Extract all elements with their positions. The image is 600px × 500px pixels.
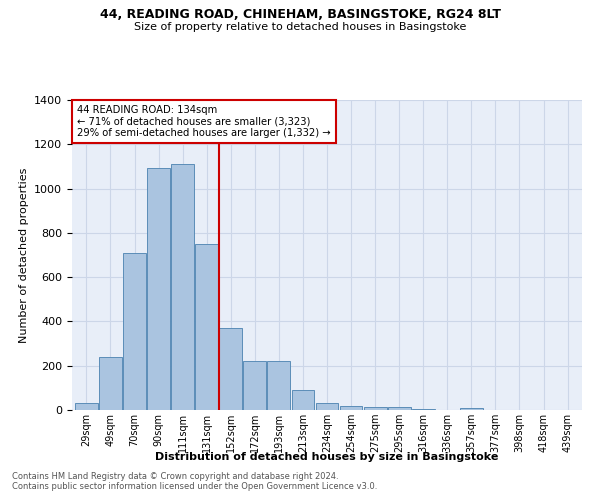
Text: Contains HM Land Registry data © Crown copyright and database right 2024.: Contains HM Land Registry data © Crown c… (12, 472, 338, 481)
Bar (99, 357, 122, 410)
Text: Contains public sector information licensed under the Open Government Licence v3: Contains public sector information licen… (12, 482, 377, 491)
Bar (123, 253, 146, 410)
Bar (292, 390, 314, 410)
Text: 44 READING ROAD: 134sqm
← 71% of detached houses are smaller (3,323)
29% of semi: 44 READING ROAD: 134sqm ← 71% of detache… (77, 104, 331, 138)
Bar (244, 362, 266, 410)
Bar (340, 406, 362, 410)
Text: Size of property relative to detached houses in Basingstoke: Size of property relative to detached ho… (134, 22, 466, 32)
Bar (364, 406, 386, 410)
Bar (460, 408, 483, 410)
Bar (220, 328, 242, 410)
Bar (268, 362, 290, 410)
Bar (171, 164, 194, 410)
Bar (316, 404, 338, 410)
Text: Distribution of detached houses by size in Basingstoke: Distribution of detached houses by size … (155, 452, 499, 462)
Bar (195, 244, 218, 410)
Bar (147, 168, 170, 410)
Bar (388, 406, 410, 410)
Y-axis label: Number of detached properties: Number of detached properties (19, 168, 29, 342)
Bar (75, 404, 98, 410)
Text: 44, READING ROAD, CHINEHAM, BASINGSTOKE, RG24 8LT: 44, READING ROAD, CHINEHAM, BASINGSTOKE,… (100, 8, 500, 20)
Bar (412, 409, 434, 410)
